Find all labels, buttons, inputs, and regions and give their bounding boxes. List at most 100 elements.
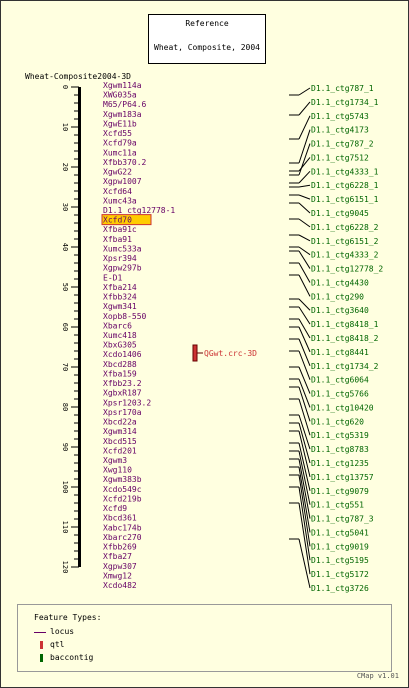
contig-label[interactable]: D1.1_ctg787_1: [311, 84, 374, 93]
marker-label[interactable]: M65/P64.6: [103, 100, 147, 109]
contig-label[interactable]: D1.1_ctg787_2: [311, 140, 374, 149]
marker-label[interactable]: Xbcd22a: [103, 418, 137, 427]
marker-label[interactable]: Xbarc270: [103, 533, 142, 542]
contig-label[interactable]: D1.1_ctg1235: [311, 459, 369, 468]
marker-label[interactable]: Xumc418: [103, 331, 137, 340]
contig-label[interactable]: D1.1_ctg6151_1: [311, 195, 379, 204]
contig-label[interactable]: D1.1_ctg5766: [311, 390, 369, 399]
chromosome-bar[interactable]: [78, 87, 81, 567]
contig-label[interactable]: D1.1_ctg8418_1: [311, 320, 379, 329]
highlighted-marker-box: [101, 214, 152, 226]
contig-label[interactable]: D1.1_ctg290: [311, 292, 364, 301]
map-label[interactable]: Wheat-Composite2004-3D: [25, 72, 131, 81]
contig-label[interactable]: D1.1_ctg7512: [311, 153, 369, 162]
marker-label[interactable]: Xcfd55: [103, 129, 132, 138]
contig-label[interactable]: D1.1_ctg8418_2: [311, 334, 379, 343]
contig-label[interactable]: D1.1_ctg620: [311, 417, 364, 426]
contig-label[interactable]: D1.1_ctg4333_1: [311, 167, 379, 176]
marker-label[interactable]: XWG035a: [103, 91, 137, 100]
marker-label[interactable]: Xfbb324: [103, 293, 137, 302]
marker-label[interactable]: Xfba159: [103, 369, 137, 378]
qtl-label[interactable]: QGwt.crc-3D: [204, 349, 257, 358]
contig-label[interactable]: D1.1_ctg5041: [311, 528, 369, 537]
contig-label[interactable]: D1.1_ctg5172: [311, 570, 369, 579]
marker-label[interactable]: Xpsr1203.2: [103, 398, 151, 407]
contig-label[interactable]: D1.1_ctg1734_2: [311, 362, 379, 371]
marker-label[interactable]: Xgwm183a: [103, 110, 142, 119]
axis-tick-label: 10: [61, 123, 69, 131]
contig-label[interactable]: D1.1_ctg9079: [311, 487, 369, 496]
marker-label[interactable]: XgbxR187: [103, 389, 142, 398]
contig-label[interactable]: D1.1_ctg787_3: [311, 515, 374, 524]
contig-label[interactable]: D1.1_ctg4333_2: [311, 251, 379, 260]
contig-label[interactable]: D1.1_ctg8783: [311, 445, 369, 454]
marker-label[interactable]: Xfba214: [103, 283, 137, 292]
marker-label[interactable]: Xcfd64: [103, 187, 132, 196]
marker-label[interactable]: Xgwm341: [103, 302, 137, 311]
marker-label[interactable]: Xcdo482: [103, 581, 137, 590]
contig-label[interactable]: D1.1_ctg6151_2: [311, 237, 379, 246]
marker-label[interactable]: Xfbb23.2: [103, 379, 142, 388]
marker-label[interactable]: Xgpw1007: [103, 177, 142, 186]
marker-label[interactable]: Xfba27: [103, 552, 132, 561]
contig-label[interactable]: D1.1_ctg1734_1: [311, 98, 379, 107]
marker-label[interactable]: Xcfd70: [103, 216, 132, 225]
contig-label[interactable]: D1.1_ctg6064: [311, 376, 369, 385]
marker-label[interactable]: Xopb8-550: [103, 312, 147, 321]
contig-label[interactable]: D1.1_ctg10420: [311, 403, 374, 412]
marker-label[interactable]: Xcdo549c: [103, 485, 142, 494]
marker-label[interactable]: Xfbb370.2: [103, 158, 147, 167]
axis-tick-label: 100: [61, 481, 69, 494]
marker-label[interactable]: Xmwg12: [103, 571, 132, 580]
marker-label[interactable]: Xumc11a: [103, 148, 137, 157]
contig-label[interactable]: D1.1_ctg6228_1: [311, 181, 379, 190]
marker-label[interactable]: Xpsr170a: [103, 408, 142, 417]
marker-label[interactable]: XgwE11b: [103, 119, 137, 128]
contig-connector: [298, 129, 311, 164]
marker-label[interactable]: XbxG305: [103, 341, 137, 350]
marker-label[interactable]: Xcfd79a: [103, 139, 137, 148]
marker-label[interactable]: Xbcd288: [103, 360, 137, 369]
marker-label[interactable]: D1.1_ctg12778-1: [103, 206, 175, 215]
marker-label[interactable]: Xgpw297b: [103, 264, 142, 273]
marker-label[interactable]: Xcfd201: [103, 446, 137, 455]
marker-label[interactable]: Xwg110: [103, 466, 132, 475]
contig-label[interactable]: D1.1_ctg9045: [311, 209, 369, 218]
marker-label[interactable]: Xgwm383b: [103, 475, 142, 484]
marker-label[interactable]: E-D1: [103, 273, 122, 282]
contig-label[interactable]: D1.1_ctg4173: [311, 126, 369, 135]
marker-label[interactable]: Xumc43a: [103, 196, 137, 205]
contig-label[interactable]: D1.1_ctg5743: [311, 112, 369, 121]
marker-label[interactable]: Xabc174b: [103, 523, 142, 532]
marker-label[interactable]: Xgwm314: [103, 427, 137, 436]
contig-label[interactable]: D1.1_ctg6228_2: [311, 223, 379, 232]
marker-label[interactable]: Xgwm3: [103, 456, 127, 465]
contig-label[interactable]: D1.1_ctg3726: [311, 584, 369, 593]
contig-label[interactable]: D1.1_ctg9019: [311, 542, 369, 551]
marker-label[interactable]: Xcfd219b: [103, 494, 142, 503]
marker-label[interactable]: XgwG22: [103, 168, 132, 177]
axis-tick-label: 90: [61, 443, 69, 451]
marker-label[interactable]: Xpsr394: [103, 254, 137, 263]
marker-label[interactable]: Xgwm114a: [103, 81, 142, 90]
contig-label[interactable]: D1.1_ctg5195: [311, 556, 369, 565]
marker-label[interactable]: Xcfd9: [103, 504, 127, 513]
contig-label[interactable]: D1.1_ctg551: [311, 501, 364, 510]
contig-label[interactable]: D1.1_ctg8441: [311, 348, 369, 357]
marker-label[interactable]: Xbcd515: [103, 437, 137, 446]
title-box: Reference Wheat, Composite, 2004: [148, 14, 266, 64]
contig-label[interactable]: D1.1_ctg4430: [311, 278, 369, 287]
contig-label[interactable]: D1.1_ctg13757: [311, 473, 374, 482]
marker-label[interactable]: Xfba91c: [103, 225, 137, 234]
qtl-bar[interactable]: [192, 344, 198, 362]
marker-label[interactable]: Xbcd361: [103, 514, 137, 523]
marker-label[interactable]: Xbarc6: [103, 321, 132, 330]
contig-label[interactable]: D1.1_ctg3640: [311, 306, 369, 315]
marker-label[interactable]: Xumc533a: [103, 244, 142, 253]
marker-label[interactable]: Xgpw307: [103, 562, 137, 571]
marker-label[interactable]: Xcdo1406: [103, 350, 142, 359]
marker-label[interactable]: Xfbb269: [103, 543, 137, 552]
contig-label[interactable]: D1.1_ctg12778_2: [311, 265, 383, 274]
marker-label[interactable]: Xfba91: [103, 235, 132, 244]
contig-label[interactable]: D1.1_ctg5319: [311, 431, 369, 440]
